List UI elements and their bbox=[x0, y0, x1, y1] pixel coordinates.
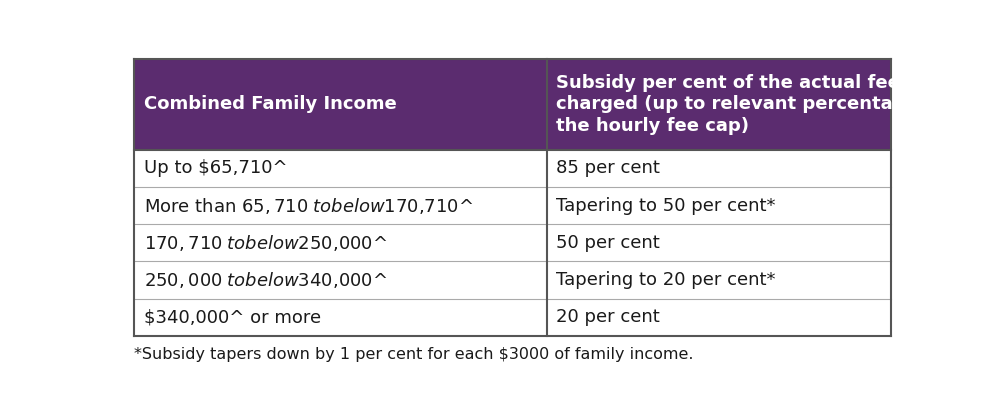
Bar bbox=[547, 299, 891, 336]
Bar bbox=[134, 150, 547, 187]
Text: $340,000^ or more: $340,000^ or more bbox=[144, 308, 321, 326]
Text: Tapering to 50 per cent*: Tapering to 50 per cent* bbox=[556, 197, 775, 214]
Text: 85 per cent: 85 per cent bbox=[556, 159, 660, 177]
Bar bbox=[547, 59, 891, 150]
Text: Tapering to 20 per cent*: Tapering to 20 per cent* bbox=[556, 271, 775, 289]
Bar bbox=[547, 187, 891, 224]
Bar bbox=[134, 299, 547, 336]
Text: More than $65,710^ to below $170,710^: More than $65,710^ to below $170,710^ bbox=[144, 195, 473, 216]
Text: $250,000^ to below $340,000^: $250,000^ to below $340,000^ bbox=[144, 270, 387, 290]
Text: Subsidy per cent of the actual fee
charged (up to relevant percentage of
the hou: Subsidy per cent of the actual fee charg… bbox=[556, 74, 944, 135]
Bar bbox=[134, 59, 547, 150]
Bar bbox=[134, 261, 547, 299]
Text: 50 per cent: 50 per cent bbox=[556, 234, 660, 252]
Bar bbox=[134, 224, 547, 261]
Text: Up to $65,710^: Up to $65,710^ bbox=[144, 159, 287, 177]
Text: *Subsidy tapers down by 1 per cent for each $3000 of family income.: *Subsidy tapers down by 1 per cent for e… bbox=[134, 347, 694, 362]
Bar bbox=[547, 261, 891, 299]
Text: 20 per cent: 20 per cent bbox=[556, 308, 660, 326]
Bar bbox=[547, 224, 891, 261]
Text: $170,710^ to below $250,000^: $170,710^ to below $250,000^ bbox=[144, 233, 387, 253]
Text: Combined Family Income: Combined Family Income bbox=[144, 95, 396, 114]
Bar bbox=[134, 187, 547, 224]
Bar bbox=[547, 150, 891, 187]
